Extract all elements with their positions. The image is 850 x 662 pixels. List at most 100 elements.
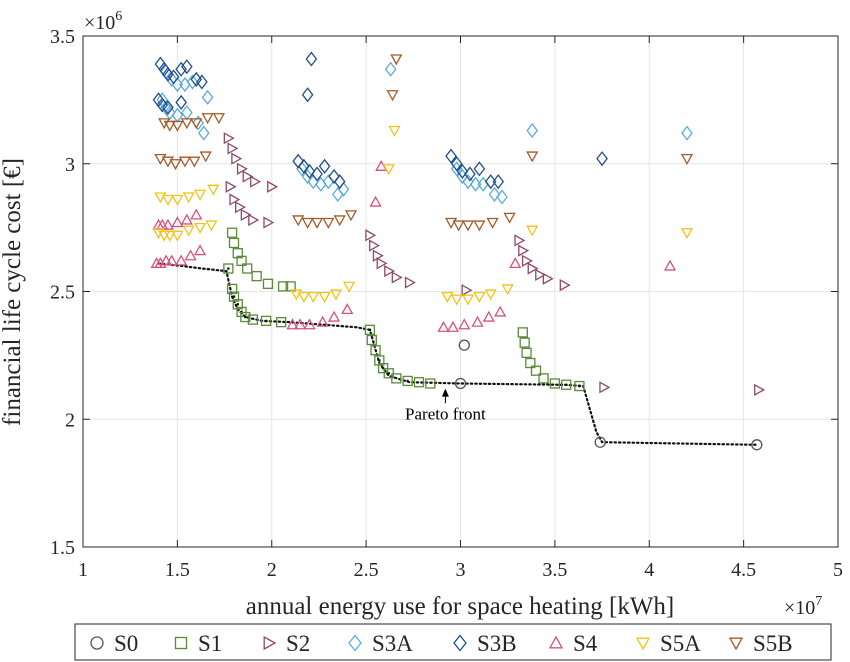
data-marks [150, 51, 766, 451]
point-s5b [473, 220, 486, 232]
legend-item-s5b: S5B [728, 631, 793, 656]
point-s5a [307, 291, 320, 303]
point-s2 [248, 213, 260, 227]
point-s5b [190, 118, 203, 130]
point-s4 [471, 315, 484, 327]
x-tick-label: 3.5 [542, 559, 567, 581]
point-s5b [180, 118, 193, 130]
point-s2 [242, 170, 254, 183]
point-s5a [329, 289, 343, 301]
point-s1-front-dot [264, 319, 268, 323]
point-s5b [154, 153, 167, 165]
point-s5a [205, 220, 218, 232]
point-s2 [227, 142, 239, 155]
annotation-arrowhead [441, 388, 449, 397]
x-tick-label: 2.5 [354, 559, 379, 581]
legend-label-s4: S4 [573, 631, 598, 656]
point-s1 [277, 281, 289, 292]
y-multiplier-base: ×10 [84, 12, 115, 34]
point-s3b [156, 97, 169, 113]
point-s4 [341, 303, 354, 315]
point-s1 [260, 315, 272, 327]
point-s1-front-dot [227, 267, 230, 270]
point-s2 [240, 208, 252, 221]
point-s1 [364, 324, 376, 335]
point-s5b [301, 217, 314, 229]
y-axis-label: financial life cycle cost [€] [0, 158, 26, 426]
point-s3b [196, 74, 208, 90]
point-s1 [402, 375, 413, 387]
legend-item-s0: S0 [90, 631, 138, 656]
point-s3a [488, 186, 501, 202]
legend-label-s3b: S3B [477, 631, 517, 656]
annotation-pareto-front: Pareto front [405, 404, 486, 423]
point-s2 [514, 234, 526, 247]
point-s5a [161, 194, 175, 206]
point-s1 [226, 227, 238, 238]
point-s1 [366, 334, 377, 346]
point-s1-front-dot [232, 295, 236, 298]
point-s5b [163, 120, 176, 132]
point-s3b [596, 151, 608, 167]
point-s2 [527, 262, 539, 275]
legend-marker-s3b [453, 634, 467, 652]
point-s2 [384, 264, 396, 278]
legend-marker-s1 [174, 636, 188, 650]
point-s3b [464, 166, 476, 182]
point-s5a [290, 289, 303, 301]
point-s2 [235, 201, 247, 214]
x-tick-label: 4 [644, 559, 654, 581]
legend-item-s4: S4 [548, 631, 598, 656]
x-multiplier-base: ×10 [784, 597, 815, 619]
point-s2 [267, 180, 279, 193]
point-s5b [486, 217, 499, 229]
y-tick-label: 2.5 [50, 282, 75, 304]
point-s5b [158, 118, 171, 130]
point-s2 [559, 279, 571, 292]
point-s3b [318, 158, 331, 174]
x-tick-label: 1.5 [165, 559, 190, 581]
legend-item-s3a: S3A [348, 631, 413, 656]
point-s3a [384, 61, 397, 77]
point-s3b [175, 61, 187, 77]
point-s1-front-dot [244, 315, 247, 319]
point-s4 [193, 244, 207, 256]
x-axis-label: annual energy use for space heating [kWh… [246, 593, 675, 620]
point-s3b [292, 153, 304, 169]
point-s5a [388, 125, 401, 137]
point-s5b [680, 153, 694, 165]
point-s4 [154, 257, 167, 269]
point-s5a [207, 184, 220, 196]
point-s5b [310, 217, 324, 229]
point-s4 [509, 257, 522, 269]
point-s2 [250, 175, 262, 188]
point-s1 [530, 365, 542, 376]
point-s4 [184, 249, 197, 261]
y-tick-label: 3.5 [50, 26, 75, 48]
point-s4 [446, 320, 460, 332]
point-s5a [473, 291, 486, 303]
point-s3a [192, 115, 204, 131]
point-s5b [199, 151, 212, 163]
point-s3b [303, 163, 316, 179]
point-s2 [365, 229, 377, 242]
point-s3b [450, 156, 463, 172]
point-s3b [328, 168, 340, 185]
point-s1-front-dot [368, 328, 372, 332]
point-s2 [599, 381, 611, 394]
point-s5b [386, 90, 399, 102]
point-s5b [188, 156, 201, 168]
point-s1-front-dot [236, 302, 240, 306]
point-s3a [186, 74, 199, 90]
x-tick-label: 5 [833, 559, 843, 581]
point-s5a [382, 164, 395, 176]
point-s5a [343, 281, 356, 293]
series-s2 [223, 132, 766, 396]
point-s4 [437, 320, 450, 332]
series-s1 [223, 227, 585, 392]
point-s5a [193, 189, 207, 201]
legend-marker-s2 [263, 635, 277, 651]
legend-marker-s5b [728, 637, 744, 651]
point-s3b [175, 94, 187, 110]
